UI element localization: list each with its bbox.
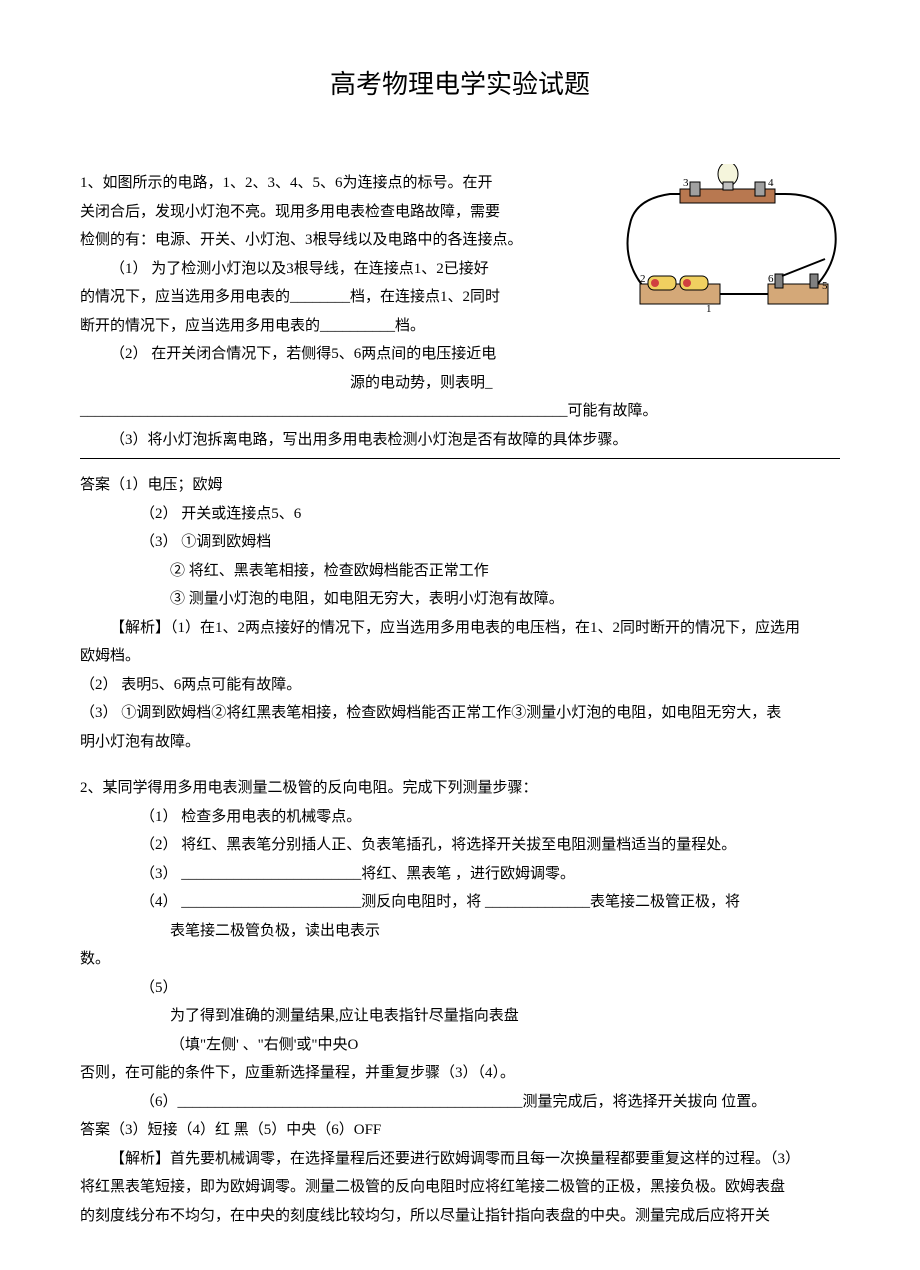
a1-explain: 明小灯泡有故障。 bbox=[80, 728, 840, 757]
q2-line: 2、某同学得用多用电表测量二极管的反向电阻。完成下列测量步骤： bbox=[80, 774, 840, 803]
q2-line: 数。 bbox=[80, 945, 840, 974]
a1-explain: 【解析】（1）在1、2两点接好的情况下，应当选用多用电表的电压档，在1、2同时断… bbox=[80, 614, 840, 643]
svg-text:4: 4 bbox=[768, 177, 774, 189]
q2-line: （填"左侧' 、"右侧'或"中央O bbox=[80, 1031, 840, 1060]
q1-line: 断开的情况下，应当选用多用电表的__________档。 bbox=[80, 312, 570, 341]
page-title: 高考物理电学实验试题 bbox=[80, 60, 840, 109]
svg-text:5: 5 bbox=[822, 280, 828, 292]
q1-line: （2） 在开关闭合情况下，若侧得5、6两点间的电压接近电 bbox=[80, 340, 570, 369]
q1-line: （1） 为了检测小灯泡以及3根导线，在连接点1、2已接好 bbox=[80, 255, 570, 284]
a1-explain: （2） 表明5、6两点可能有故障。 bbox=[80, 671, 840, 700]
blank-line bbox=[80, 458, 840, 459]
a2-line: 答案（3）短接（4）红 黑（5）中央（6）OFF bbox=[80, 1116, 840, 1145]
q1-line: ________________________________________… bbox=[80, 397, 840, 426]
a1-line: （3） ①调到欧姆档 bbox=[80, 528, 840, 557]
a1-explain: （3） ①调到欧姆档②将红黑表笔相接，检查欧姆档能否正常工作③测量小灯泡的电阻，… bbox=[80, 699, 840, 728]
q2-line: （6）_____________________________________… bbox=[80, 1088, 840, 1117]
svg-text:6: 6 bbox=[768, 273, 774, 285]
q1-line: 1、如图所示的电路，1、2、3、4、5、6为连接点的标号。在开 bbox=[80, 169, 570, 198]
a1-explain: 欧姆档。 bbox=[80, 642, 840, 671]
q1-line: 源的电动势，则表明_ bbox=[80, 369, 840, 398]
q1-line: 检侧的有：电源、开关、小灯泡、3根导线以及电路中的各连接点。 bbox=[80, 226, 570, 255]
svg-text:3: 3 bbox=[683, 177, 689, 189]
q2-line: （2） 将红、黑表笔分别插人正、负表笔插孔，将选择开关拔至电阻测量档适当的量程处… bbox=[80, 831, 840, 860]
svg-text:1: 1 bbox=[706, 303, 712, 315]
q1-line: 关闭合后，发现小灯泡不亮。现用多用电表检查电路故障，需要 bbox=[80, 198, 570, 227]
svg-text:2: 2 bbox=[640, 273, 646, 285]
a2-explain: 的刻度线分布不均匀，在中央的刻度线比较均匀，所以尽量让指针指向表盘的中央。测量完… bbox=[80, 1202, 840, 1231]
document-body: 3 4 2 1 6 5 1、如图所示的电路，1、2、3、4、5、6为连接点的标号… bbox=[80, 169, 840, 1230]
q2-line: （4） ________________________测反向电阻时，将 ___… bbox=[80, 888, 840, 917]
a2-explain: 将红黑表笔短接，即为欧姆调零。测量二极管的反向电阻时应将红笔接二极管的正极，黑接… bbox=[80, 1173, 840, 1202]
circuit-diagram: 3 4 2 1 6 5 bbox=[610, 164, 850, 324]
q2-line: 否则，在可能的条件下，应重新选择量程，并重复步骤（3）（4）。 bbox=[80, 1059, 840, 1088]
q2-line: （5） bbox=[80, 974, 840, 1003]
q2-line: （3） ________________________将红、黑表笔 ，进行欧姆… bbox=[80, 860, 840, 889]
q2-line: 表笔接二极管负极，读出电表示 bbox=[80, 917, 840, 946]
a1-line: 答案（1）电压；欧姆 bbox=[80, 471, 840, 500]
a1-line: ② 将红、黑表笔相接，检查欧姆档能否正常工作 bbox=[80, 557, 840, 586]
q1-line: （3）将小灯泡拆离电路，写出用多用电表检测小灯泡是否有故障的具体步骤。 bbox=[80, 426, 840, 455]
a1-line: （2） 开关或连接点5、6 bbox=[80, 500, 840, 529]
q1-line: 的情况下，应当选用多用电表的________档，在连接点1、2同时 bbox=[80, 283, 570, 312]
a1-line: ③ 测量小灯泡的电阻，如电阻无穷大，表明小灯泡有故障。 bbox=[80, 585, 840, 614]
q2-line: （1） 检查多用电表的机械零点。 bbox=[80, 803, 840, 832]
a2-explain: 【解析】首先要机械调零，在选择量程后还要进行欧姆调零而且每一次换量程都要重复这样… bbox=[80, 1145, 840, 1174]
q2-line: 为了得到准确的测量结果,应让电表指针尽量指向表盘 bbox=[80, 1002, 840, 1031]
